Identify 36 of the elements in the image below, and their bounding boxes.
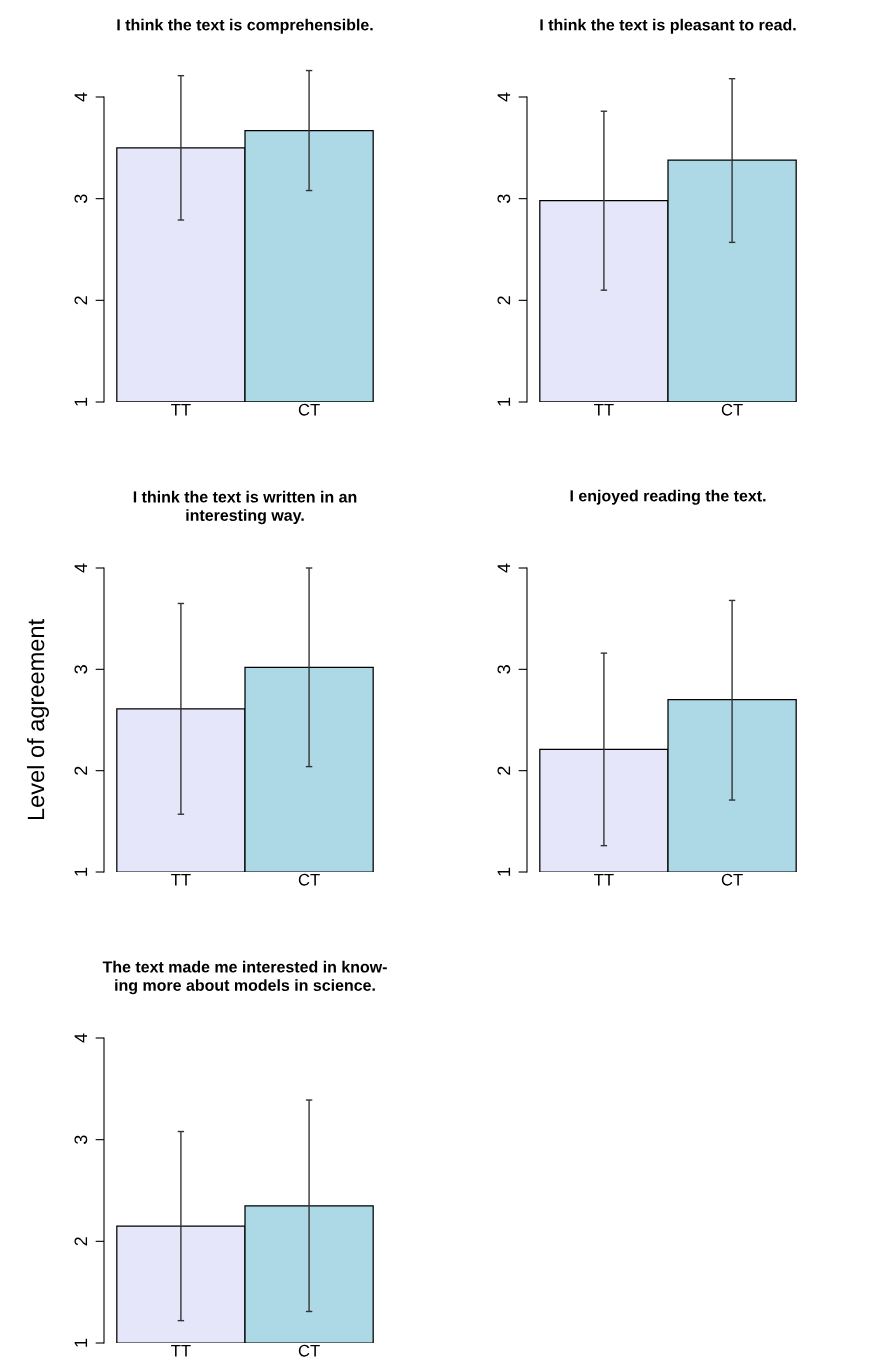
chart-title: The text made me interested in know- ing more about models in science. — [102, 960, 387, 995]
y-tick-label: 3 — [497, 665, 511, 674]
y-tick-label: 4 — [74, 563, 88, 573]
y-tick-label: 4 — [74, 92, 88, 102]
x-tick-label: TT — [594, 404, 614, 416]
chart-title: I think the text is pleasant to read. — [540, 18, 796, 34]
y-tick-label: 2 — [497, 766, 511, 775]
x-tick-label: CT — [721, 873, 743, 886]
y-tick-label: 1 — [497, 397, 511, 406]
x-tick-label: CT — [298, 873, 320, 886]
y-tick-label: 1 — [74, 1338, 88, 1347]
x-tick-label: CT — [298, 403, 320, 416]
y-tick-label: 2 — [74, 296, 88, 305]
y-tick-label: 1 — [497, 867, 511, 876]
x-tick-label: CT — [721, 403, 743, 416]
y-tick-label: 2 — [74, 766, 88, 775]
y-axis-title: Level of agreement — [26, 619, 49, 820]
x-tick-label: TT — [171, 874, 191, 886]
y-tick-label: 3 — [497, 194, 511, 203]
y-tick-label: 1 — [74, 867, 88, 876]
x-tick-label: TT — [171, 404, 191, 416]
chart-title: I think the text is written in an interesting way. — [133, 490, 357, 525]
y-tick-label: 3 — [74, 194, 88, 203]
chart-title: I think the text is comprehensible. — [117, 18, 373, 34]
x-tick-label: CT — [298, 1344, 320, 1357]
y-tick-label: 4 — [497, 92, 511, 102]
y-tick-label: 4 — [497, 563, 511, 573]
y-tick-label: 1 — [74, 397, 88, 406]
y-tick-label: 3 — [74, 665, 88, 674]
y-tick-label: 2 — [497, 296, 511, 305]
y-tick-label: 3 — [74, 1135, 88, 1144]
y-tick-label: 4 — [74, 1033, 88, 1043]
x-tick-label: TT — [171, 1345, 191, 1357]
chart-title: I enjoyed reading the text. — [570, 489, 766, 505]
x-tick-label: TT — [594, 874, 614, 886]
y-tick-label: 2 — [74, 1237, 88, 1246]
